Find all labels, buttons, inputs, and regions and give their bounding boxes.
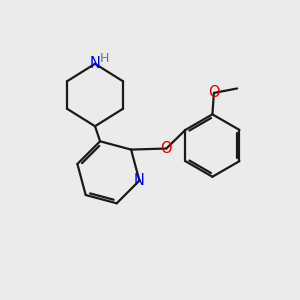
Text: O: O bbox=[208, 85, 220, 100]
Text: N: N bbox=[90, 56, 101, 71]
Text: O: O bbox=[160, 141, 172, 156]
Text: N: N bbox=[134, 173, 145, 188]
Text: H: H bbox=[100, 52, 109, 65]
